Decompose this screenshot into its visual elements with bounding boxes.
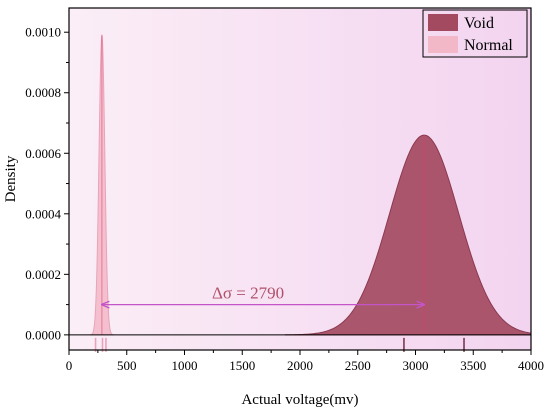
x-axis-label: Actual voltage(mv) [241, 392, 358, 408]
x-axis: 0 500 1000 1500 2000 2500 3000 3500 4000 [66, 350, 544, 373]
x-tick-label: 2500 [345, 358, 371, 373]
density-areas [89, 33, 532, 336]
y-tick-label: 0.0004 [25, 206, 61, 221]
y-tick-label: 0.0000 [25, 327, 61, 342]
y-tick-label: 0.0010 [25, 25, 61, 40]
x-tick-label: 3000 [403, 358, 429, 373]
y-tick-label: 0.0006 [25, 146, 61, 161]
area-void [285, 134, 532, 336]
legend: Void Normal [422, 9, 528, 58]
y-axis-label: Density [3, 155, 19, 202]
x-tick-label: 1500 [229, 358, 255, 373]
legend-label-void: Void [464, 15, 494, 32]
x-tick-label: 3500 [460, 358, 486, 373]
legend-label-normal: Normal [464, 37, 513, 54]
x-tick-label: 1000 [172, 358, 198, 373]
y-axis: 0.0000 0.0002 0.0004 0.0006 0.0008 0.0010 [25, 25, 69, 342]
x-tick-label: 0 [66, 358, 73, 373]
x-tick-label: 500 [117, 358, 137, 373]
x-tick-label: 2000 [287, 358, 313, 373]
legend-swatch-void [428, 14, 458, 31]
x-tick-label: 4000 [518, 358, 544, 373]
delta-annotation: Δσ = 2790 [102, 284, 424, 305]
legend-swatch-normal [428, 36, 458, 53]
y-tick-label: 0.0002 [25, 267, 61, 282]
delta-label: Δσ = 2790 [212, 284, 284, 303]
legend-box [422, 9, 528, 58]
y-tick-label: 0.0008 [25, 85, 61, 100]
